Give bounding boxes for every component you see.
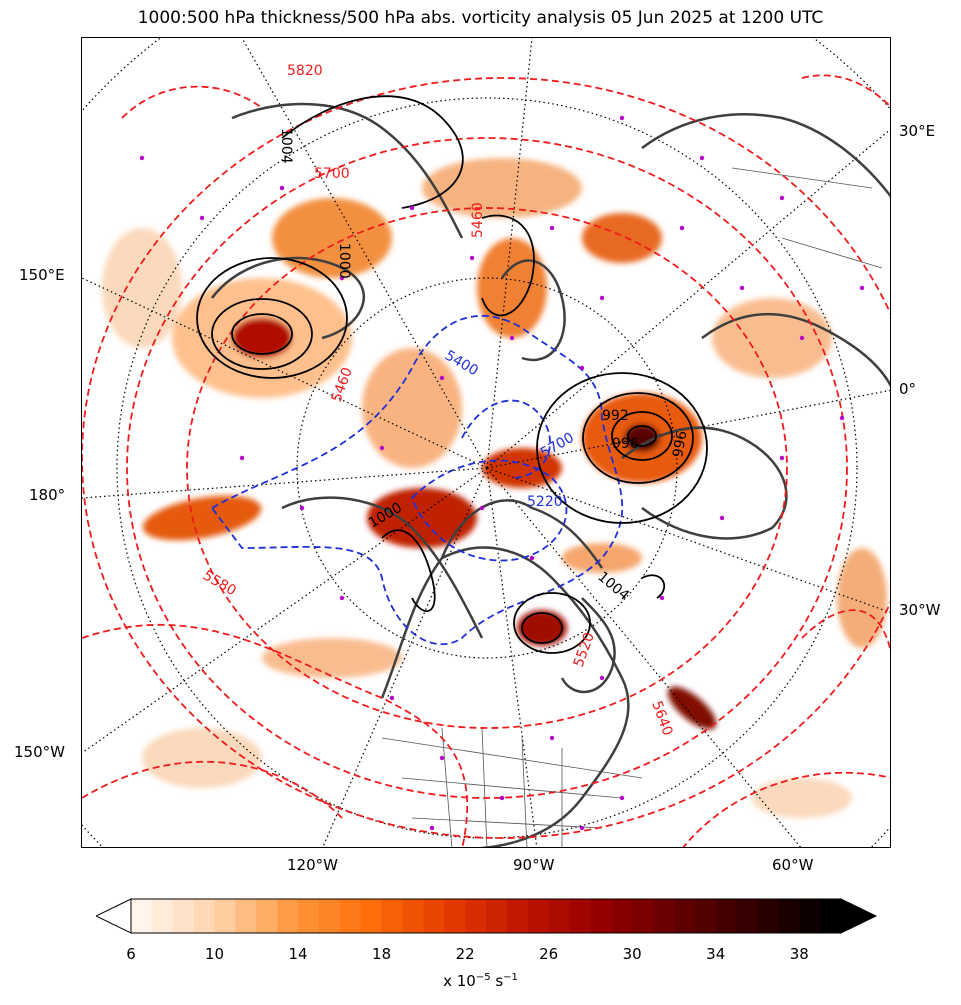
colorbar bbox=[96, 898, 878, 934]
pressure-label: 1004 bbox=[594, 569, 632, 604]
map-title: 1000:500 hPa thickness/500 hPa abs. vort… bbox=[137, 8, 824, 28]
lon-label: 90°W bbox=[513, 856, 555, 874]
thickness-label: 5220 bbox=[527, 494, 563, 510]
vorticity-shading bbox=[102, 158, 887, 818]
colorbar-cell bbox=[172, 899, 195, 933]
vorticity-map: 5820 5700 5460 5580 5640 5520 5220 5460 … bbox=[82, 38, 890, 847]
colorbar-cell bbox=[402, 899, 424, 933]
colorbar-cell bbox=[694, 899, 717, 933]
colorbar-cell bbox=[653, 899, 675, 933]
lon-label: 30°W bbox=[899, 601, 941, 619]
colorbar-cell bbox=[423, 899, 445, 933]
colorbar-tick-label: 6 bbox=[126, 945, 136, 963]
thickness-label: 5460 bbox=[470, 202, 486, 238]
colorbar-cell bbox=[298, 899, 320, 933]
colorbar-cell bbox=[465, 899, 487, 933]
lon-label: 150°E bbox=[19, 266, 65, 284]
colorbar-cell bbox=[214, 899, 236, 933]
lon-label: 120°W bbox=[287, 856, 338, 874]
map-panel[interactable]: 5820 5700 5460 5580 5640 5520 5220 5460 … bbox=[81, 37, 891, 848]
colorbar-cell bbox=[444, 899, 466, 933]
colorbar-cell bbox=[778, 899, 800, 933]
colorbar-cell bbox=[590, 899, 612, 933]
coastlines bbox=[211, 102, 890, 847]
colorbar-cell bbox=[277, 899, 299, 933]
colorbar-cell bbox=[506, 899, 529, 933]
colorbar-cell bbox=[820, 899, 842, 933]
colorbar-cell bbox=[757, 899, 779, 933]
colorbar-tick-label: 18 bbox=[372, 945, 392, 963]
colorbar-cell bbox=[673, 899, 696, 933]
lon-label: 150°W bbox=[14, 743, 65, 761]
colorbar-tick-label: 14 bbox=[288, 945, 308, 963]
colorbar-tick-label: 10 bbox=[204, 945, 225, 963]
colorbar-high-extend bbox=[840, 898, 878, 934]
colorbar-tick-label: 30 bbox=[622, 945, 642, 963]
colorbar-cell bbox=[611, 899, 633, 933]
colorbar-cell bbox=[151, 899, 174, 933]
colorbar-cell bbox=[193, 899, 216, 933]
colorbar-cell bbox=[632, 899, 654, 933]
pressure-contours bbox=[196, 95, 708, 654]
colorbar-cell bbox=[381, 899, 403, 933]
thickness-label: 5700 bbox=[538, 430, 577, 462]
colorbar-cell bbox=[569, 899, 591, 933]
station-markers bbox=[139, 115, 865, 831]
thickness-label: 5700 bbox=[314, 166, 350, 182]
colorbar-cell bbox=[736, 899, 758, 933]
colorbar-cell bbox=[131, 899, 153, 933]
thickness-label: 5580 bbox=[200, 568, 239, 600]
colorbar-cell bbox=[715, 899, 738, 933]
colorbar-cell bbox=[235, 899, 257, 933]
colorbar-tick-label: 34 bbox=[706, 945, 726, 963]
pressure-label: 992 bbox=[602, 408, 629, 424]
lon-label: 30°E bbox=[899, 122, 936, 140]
political-borders bbox=[381, 167, 883, 847]
colorbar-cell bbox=[799, 899, 821, 933]
lon-label: 0° bbox=[899, 380, 917, 398]
colorbar-low-extend bbox=[96, 898, 132, 934]
thickness-label: 5520 bbox=[571, 630, 598, 669]
colorbar-cell bbox=[318, 899, 341, 933]
colorbar-cell bbox=[527, 899, 550, 933]
thickness-label: 5820 bbox=[287, 63, 323, 79]
lon-label: 180° bbox=[29, 486, 66, 504]
lon-label: 60°W bbox=[772, 856, 814, 874]
colorbar-tick-label: 22 bbox=[455, 945, 475, 963]
thickness-contours-cold bbox=[210, 314, 624, 645]
pressure-label: 1004 bbox=[278, 128, 294, 164]
colorbar-cell bbox=[339, 899, 362, 933]
pressure-label: 1000 bbox=[336, 243, 352, 279]
thickness-contours-warm bbox=[82, 74, 890, 847]
colorbar-cell bbox=[548, 899, 571, 933]
colorbar-units: x 10−5 s−1 bbox=[443, 972, 518, 990]
colorbar-tick-label: 26 bbox=[539, 945, 559, 963]
colorbar-tick-label: 38 bbox=[789, 945, 809, 963]
pressure-label: 996 bbox=[670, 430, 690, 459]
colorbar-cell bbox=[256, 899, 278, 933]
pressure-label: 996 bbox=[612, 436, 639, 452]
colorbar-cell bbox=[486, 899, 508, 933]
colorbar-cell bbox=[360, 899, 383, 933]
thickness-label: 5640 bbox=[648, 699, 675, 738]
